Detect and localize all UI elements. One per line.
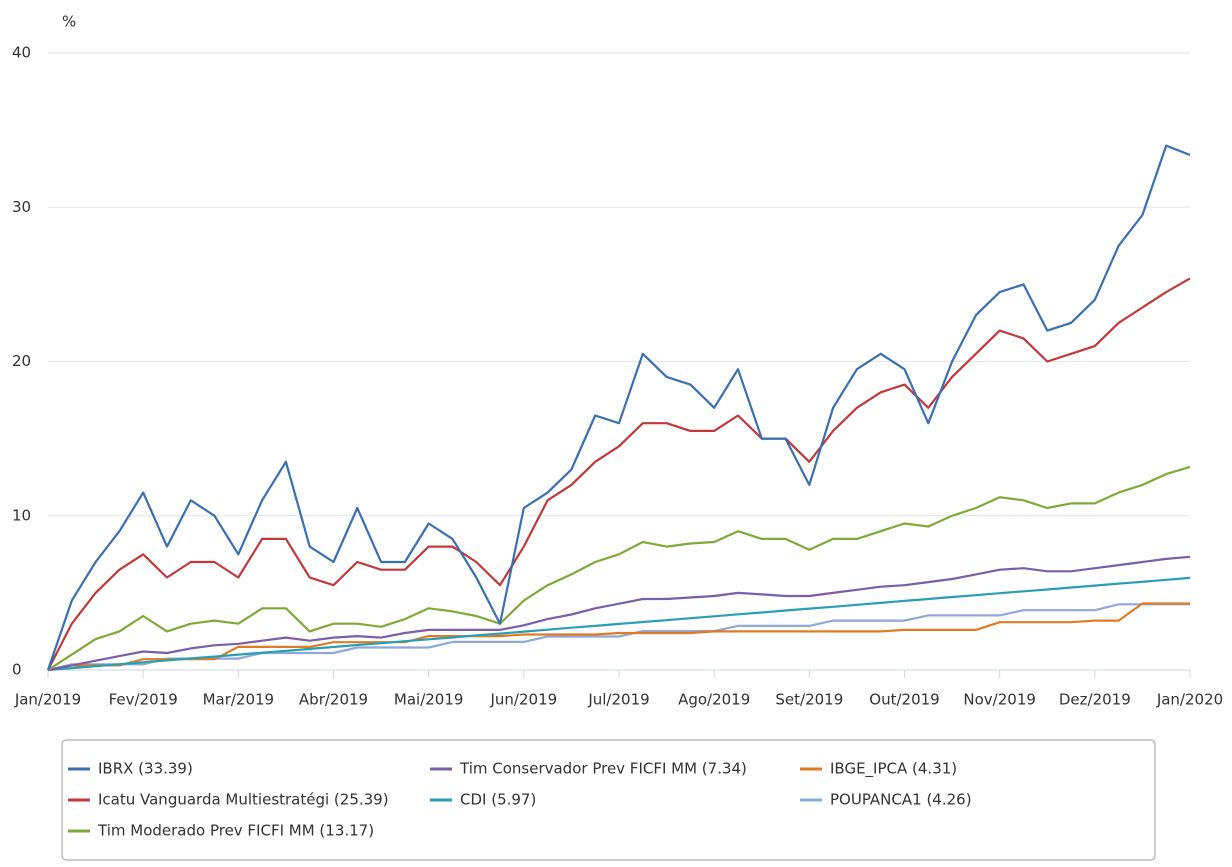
- legend-label: Tim Conservador Prev FICFI MM (7.34): [459, 760, 747, 778]
- x-tick-label: Ago/2019: [678, 691, 750, 709]
- series-line: [47, 555, 1191, 672]
- x-tick-label: Out/2019: [869, 691, 939, 709]
- y-axis-label: %: [62, 13, 76, 31]
- y-tick-label: 0: [12, 661, 22, 679]
- series-line: [47, 576, 1191, 672]
- legend-label: Icatu Vanguarda Multiestratégi (25.39): [98, 791, 389, 809]
- series-line: [47, 277, 1191, 671]
- legend-label: Tim Moderado Prev FICFI MM (13.17): [97, 822, 374, 840]
- x-tick-label: Nov/2019: [963, 691, 1036, 709]
- x-tick-label: Abr/2019: [299, 691, 368, 709]
- y-tick-label: 10: [12, 506, 31, 524]
- series-line: [47, 602, 1190, 672]
- y-tick-label: 30: [12, 198, 31, 216]
- x-tick-label: Jan/2020: [1156, 691, 1223, 709]
- y-tick-label: 20: [12, 352, 31, 370]
- x-tick-label: Fev/2019: [109, 691, 178, 709]
- x-tick-label: Set/2019: [775, 691, 843, 709]
- x-tick-label: Jul/2019: [587, 691, 649, 709]
- series-line: [46, 144, 1191, 671]
- legend-box: [61, 739, 1156, 861]
- x-tick-label: Mai/2019: [394, 691, 464, 709]
- x-tick-label: Jan/2019: [14, 691, 81, 709]
- x-tick-label: Jun/2019: [489, 691, 557, 709]
- series-line: [47, 603, 1190, 672]
- legend-label: IBGE_IPCA (4.31): [830, 760, 957, 779]
- legend-label: POUPANCA1 (4.26): [830, 791, 972, 809]
- series-line: [47, 465, 1191, 671]
- x-tick-label: Dez/2019: [1059, 691, 1131, 709]
- legend-label: CDI (5.97): [460, 791, 536, 809]
- x-tick-label: Mar/2019: [203, 691, 275, 709]
- y-tick-label: 40: [12, 44, 31, 62]
- legend-label: IBRX (33.39): [98, 760, 193, 778]
